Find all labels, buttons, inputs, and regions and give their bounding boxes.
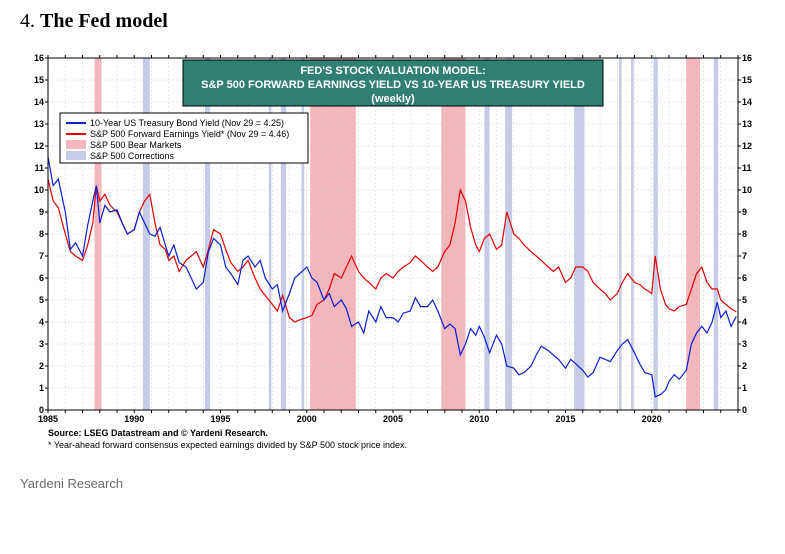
- svg-text:3: 3: [742, 339, 747, 349]
- svg-text:5: 5: [742, 295, 747, 305]
- svg-text:4: 4: [742, 317, 747, 327]
- svg-text:1985: 1985: [38, 414, 58, 424]
- svg-text:7: 7: [742, 251, 747, 261]
- grid: [48, 58, 738, 410]
- chart-footnote: * Year-ahead forward consensus expected …: [48, 440, 407, 450]
- svg-text:9: 9: [39, 207, 44, 217]
- svg-text:15: 15: [742, 75, 752, 85]
- chart-container: 0011223344556677889910101111121213131414…: [20, 38, 765, 468]
- svg-text:1990: 1990: [124, 414, 144, 424]
- svg-text:2: 2: [39, 361, 44, 371]
- svg-text:6: 6: [742, 273, 747, 283]
- svg-text:FED'S STOCK VALUATION MODEL:: FED'S STOCK VALUATION MODEL:: [300, 65, 485, 77]
- svg-text:11: 11: [742, 163, 752, 173]
- svg-text:16: 16: [34, 53, 44, 63]
- svg-text:1: 1: [742, 383, 747, 393]
- svg-text:10-Year US Treasury Bond Yield: 10-Year US Treasury Bond Yield (Nov 29 =…: [90, 118, 284, 128]
- fed-model-chart: 0011223344556677889910101111121213131414…: [20, 38, 765, 468]
- svg-text:8: 8: [39, 229, 44, 239]
- svg-text:2020: 2020: [642, 414, 662, 424]
- svg-text:13: 13: [34, 119, 44, 129]
- section-header: 4. The Fed model: [0, 0, 785, 38]
- svg-text:10: 10: [742, 185, 752, 195]
- svg-text:14: 14: [742, 97, 752, 107]
- section-title: The Fed model: [40, 10, 168, 32]
- svg-text:10: 10: [34, 185, 44, 195]
- image-caption: Yardeni Research: [0, 468, 785, 503]
- chart-title-box: FED'S STOCK VALUATION MODEL: S&P 500 FORW…: [183, 60, 603, 106]
- svg-text:2000: 2000: [297, 414, 317, 424]
- chart-legend: 10-Year US Treasury Bond Yield (Nov 29 =…: [60, 113, 308, 163]
- section-number: 4.: [20, 10, 35, 32]
- svg-text:15: 15: [34, 75, 44, 85]
- svg-text:0: 0: [742, 405, 747, 415]
- svg-text:11: 11: [34, 163, 44, 173]
- svg-text:1: 1: [39, 383, 44, 393]
- chart-source: Source: LSEG Datastream and © Yardeni Re…: [48, 428, 268, 438]
- svg-text:14: 14: [34, 97, 44, 107]
- svg-text:S&P 500 Bear Markets: S&P 500 Bear Markets: [90, 140, 182, 150]
- svg-text:13: 13: [742, 119, 752, 129]
- svg-text:12: 12: [742, 141, 752, 151]
- svg-text:1995: 1995: [210, 414, 230, 424]
- svg-text:6: 6: [39, 273, 44, 283]
- svg-text:16: 16: [742, 53, 752, 63]
- svg-text:S&P 500 FORWARD EARNINGS YIELD: S&P 500 FORWARD EARNINGS YIELD VS 10-YEA…: [201, 79, 585, 91]
- svg-text:8: 8: [742, 229, 747, 239]
- svg-text:(weekly): (weekly): [371, 93, 415, 105]
- svg-text:7: 7: [39, 251, 44, 261]
- svg-text:2010: 2010: [469, 414, 489, 424]
- svg-text:2005: 2005: [383, 414, 403, 424]
- svg-text:3: 3: [39, 339, 44, 349]
- svg-text:2: 2: [742, 361, 747, 371]
- svg-text:9: 9: [742, 207, 747, 217]
- svg-text:12: 12: [34, 141, 44, 151]
- svg-text:S&P 500 Corrections: S&P 500 Corrections: [90, 151, 174, 161]
- svg-text:2015: 2015: [555, 414, 575, 424]
- svg-text:4: 4: [39, 317, 44, 327]
- svg-text:5: 5: [39, 295, 44, 305]
- svg-text:S&P 500 Forward Earnings Yield: S&P 500 Forward Earnings Yield* (Nov 29 …: [90, 129, 289, 139]
